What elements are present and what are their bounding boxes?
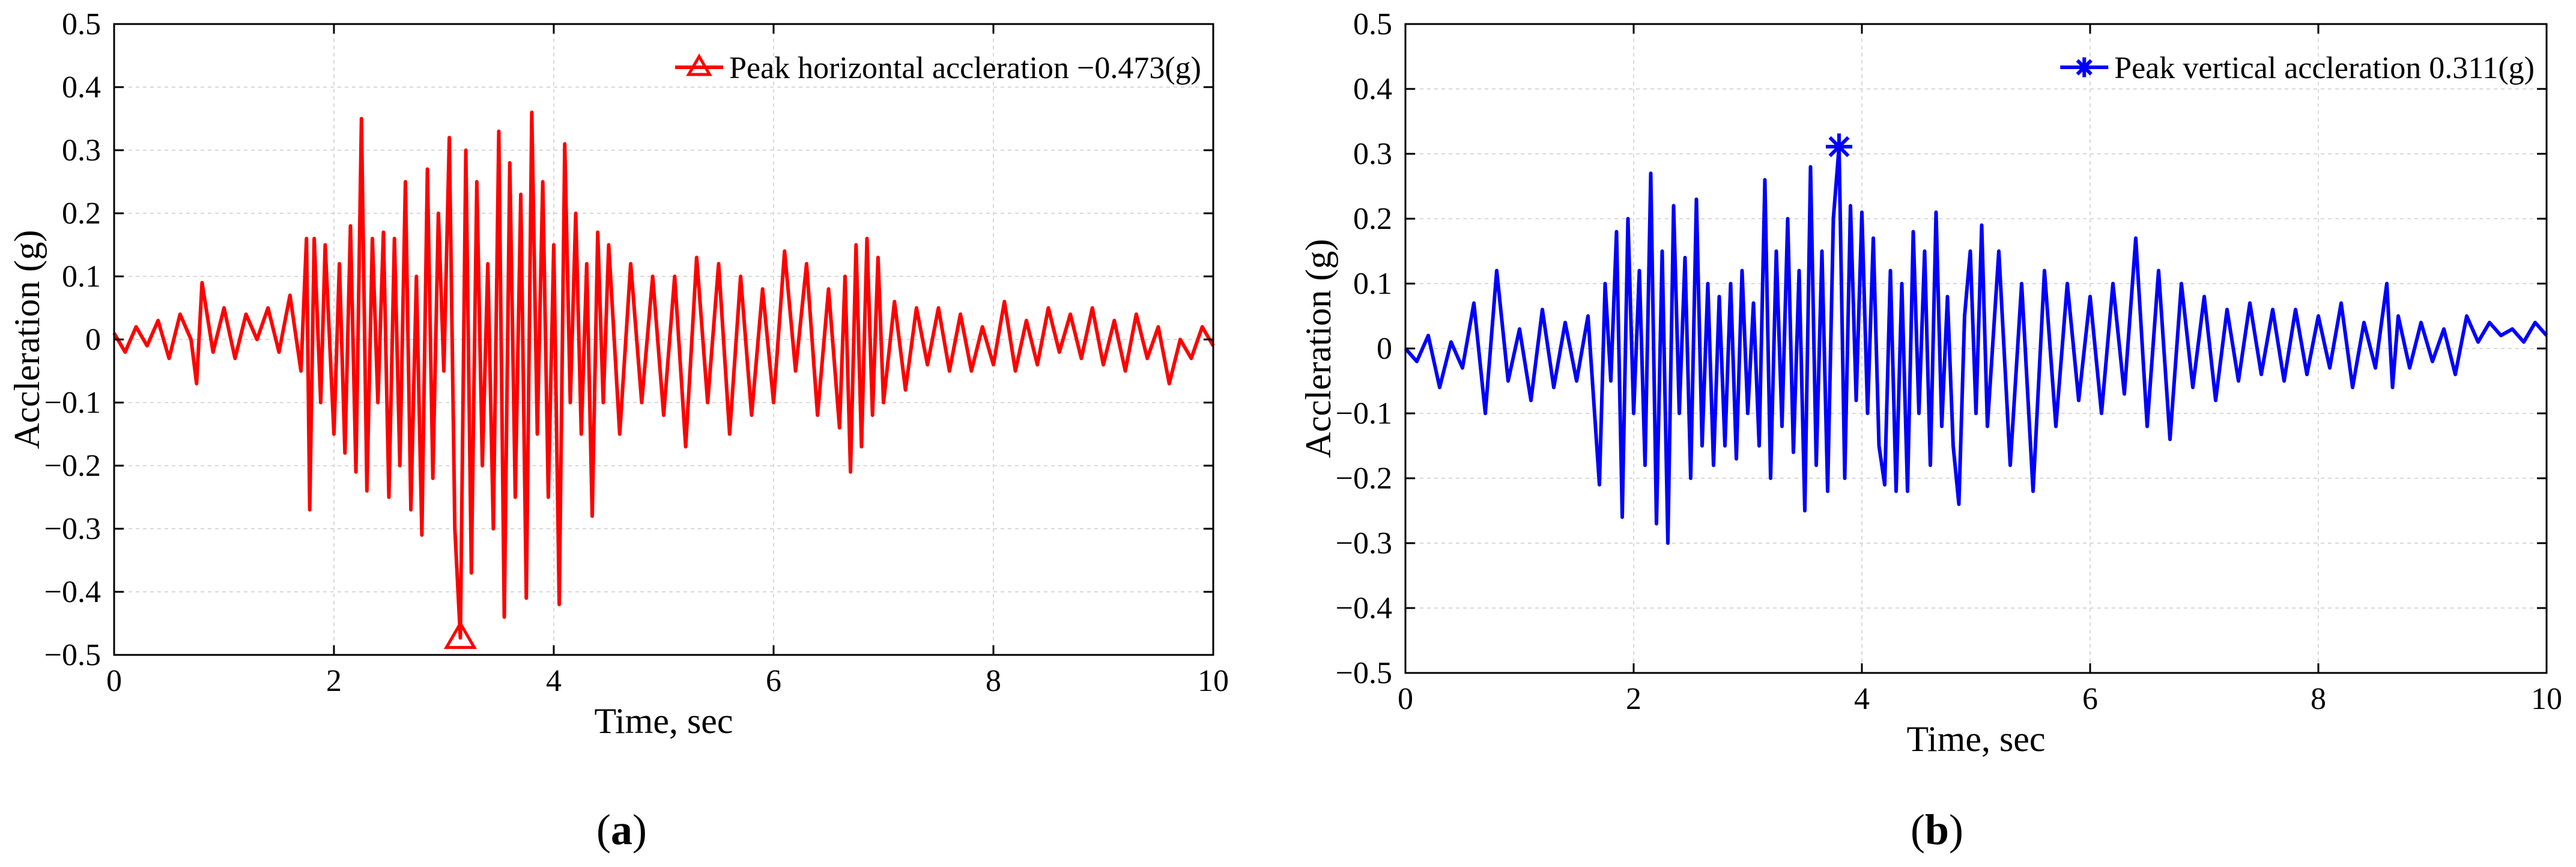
peak-marker-a bbox=[443, 620, 477, 649]
y-axis-label: Accleration (g) bbox=[7, 230, 47, 449]
x-tick-label: 10 bbox=[1198, 664, 1229, 698]
y-tick-label: 0.1 bbox=[62, 260, 101, 294]
legend-label-a: Peak horizontal accleration −0.473(g) bbox=[729, 51, 1201, 85]
x-tick-label: 10 bbox=[2531, 682, 2562, 716]
y-tick-label: −0.5 bbox=[1336, 656, 1392, 690]
x-tick-label: 0 bbox=[1398, 682, 1413, 716]
y-tick-label: −0.5 bbox=[44, 638, 101, 672]
y-tick-label: 0.5 bbox=[1353, 7, 1392, 41]
y-tick-label: −0.1 bbox=[1336, 397, 1392, 431]
x-axis-label: Time, sec bbox=[1906, 719, 2045, 759]
y-tick-label: 0.2 bbox=[62, 196, 101, 231]
y-tick-label: −0.3 bbox=[1336, 526, 1392, 561]
series-line-b bbox=[1404, 145, 2548, 545]
legend-marker-a bbox=[686, 53, 712, 76]
y-tick-label: 0 bbox=[1377, 332, 1392, 366]
y-tick-label: 0.3 bbox=[62, 133, 101, 168]
x-tick-label: 4 bbox=[1854, 682, 1870, 716]
panel-label-a: (a) bbox=[596, 806, 647, 854]
y-tick-label: −0.2 bbox=[1336, 461, 1392, 496]
y-tick-label: −0.4 bbox=[44, 575, 101, 609]
x-tick-label: 6 bbox=[2082, 682, 2098, 716]
y-tick-label: 0.4 bbox=[62, 70, 101, 105]
y-tick-label: −0.2 bbox=[44, 449, 101, 483]
y-tick-label: 0.3 bbox=[1353, 137, 1392, 171]
y-tick-label: 0.4 bbox=[1353, 72, 1392, 106]
legend-marker-b bbox=[2074, 57, 2094, 78]
peak-marker-b bbox=[1826, 133, 1852, 160]
chart-b: 0 2 4 6 8 10 −0.5 −0.4 −0.3 −0.2 −0.1 0 0.1 0.2 0.3 0.4… bbox=[1299, 7, 2562, 759]
panel-letter-b: b bbox=[1925, 806, 1949, 854]
y-tick-label: −0.1 bbox=[44, 386, 101, 420]
y-tick-label: 0 bbox=[85, 323, 101, 357]
y-tick-label: −0.3 bbox=[44, 512, 101, 546]
y-tick-label: 0.5 bbox=[62, 7, 101, 41]
x-axis-label: Time, sec bbox=[594, 701, 733, 741]
y-tick-label: 0.1 bbox=[1353, 267, 1392, 301]
series-line-a bbox=[112, 111, 1215, 640]
y-tick-label: 0.2 bbox=[1353, 202, 1392, 236]
y-axis-label: Accleration (g) bbox=[1299, 239, 1338, 458]
y-tick-label: −0.4 bbox=[1336, 591, 1392, 625]
x-tick-label: 6 bbox=[766, 664, 781, 698]
chart-a: 0 2 4 6 8 10 −0.5 −0.4 −0.3 −0.2 −0.1 0 0.1 0.2 0.3 0.4… bbox=[7, 7, 1229, 741]
x-tick-label: 0 bbox=[106, 664, 122, 698]
panel-label-b: (b) bbox=[1911, 806, 1963, 854]
x-tick-label: 2 bbox=[326, 664, 342, 698]
x-tick-label: 4 bbox=[546, 664, 562, 698]
panel-letter-a: a bbox=[611, 806, 632, 854]
x-tick-label: 8 bbox=[2311, 682, 2326, 716]
x-tick-label: 2 bbox=[1626, 682, 1641, 716]
x-tick-label: 8 bbox=[986, 664, 1001, 698]
legend-label-b: Peak vertical accleration 0.311(g) bbox=[2114, 51, 2535, 85]
